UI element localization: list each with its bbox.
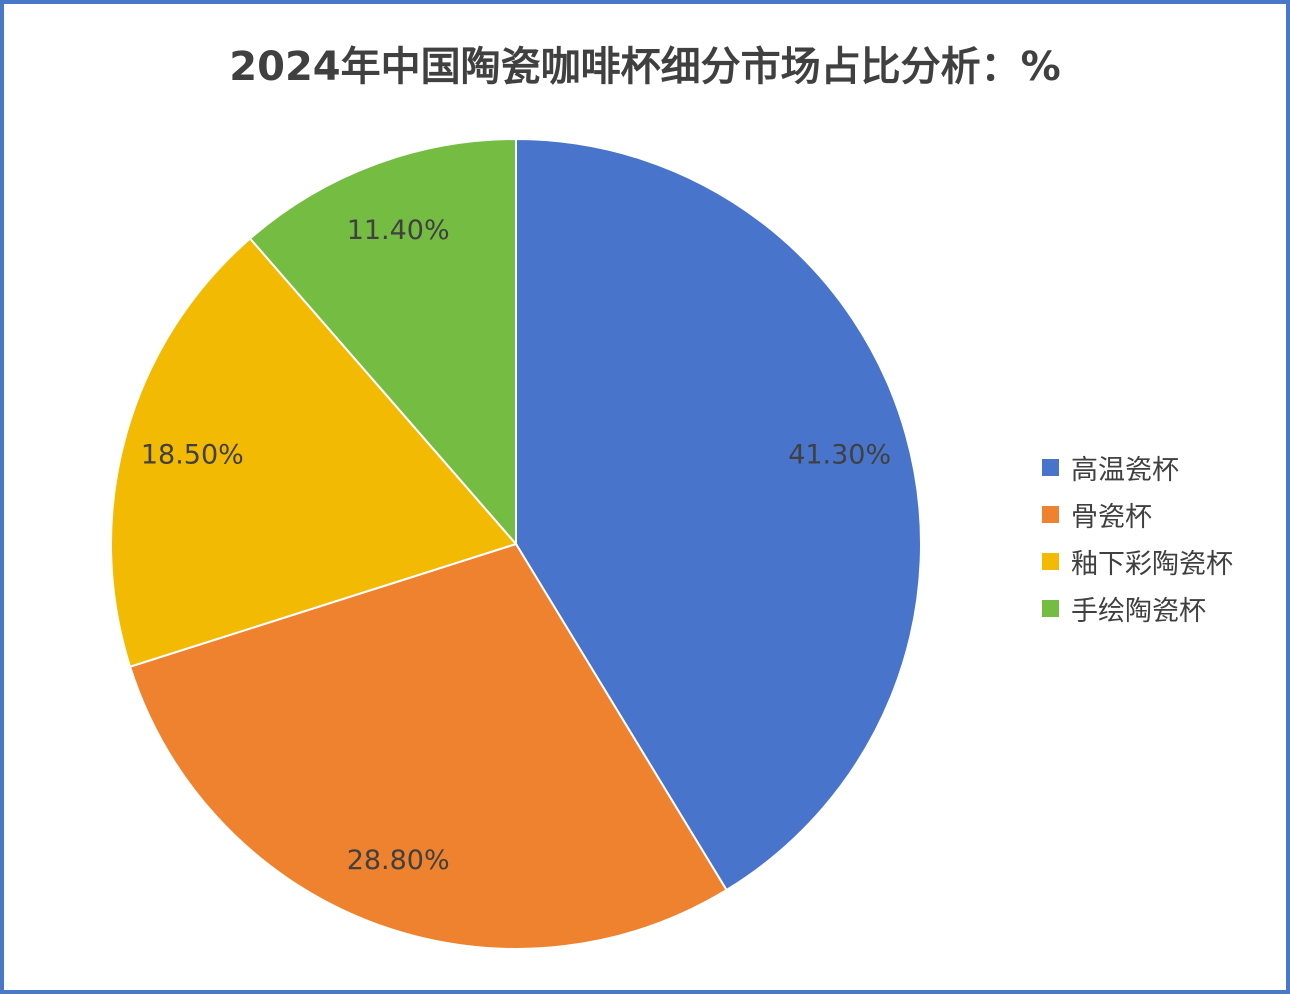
data-label: 28.80% bbox=[347, 845, 450, 876]
pie-slice bbox=[128, 542, 728, 950]
pie-slice bbox=[515, 137, 922, 892]
legend-item: 高温瓷杯 bbox=[1042, 444, 1233, 491]
data-label: 18.50% bbox=[141, 439, 244, 470]
legend-swatch bbox=[1042, 506, 1059, 523]
chart-title: 2024年中国陶瓷咖啡杯细分市场占比分析：% bbox=[229, 44, 1061, 90]
legend-label: 手绘陶瓷杯 bbox=[1071, 596, 1206, 627]
legend-swatch bbox=[1042, 553, 1059, 570]
pie-slice bbox=[110, 237, 518, 668]
legend: 高温瓷杯骨瓷杯釉下彩陶瓷杯 手绘陶瓷杯 bbox=[1042, 444, 1233, 632]
pie-chart: 41.30% 28.80% 18.50% 11.40% bbox=[110, 137, 922, 950]
legend-swatch bbox=[1042, 600, 1059, 617]
data-label: 11.40% bbox=[347, 215, 450, 246]
legend-item: 手绘陶瓷杯 bbox=[1042, 585, 1233, 632]
pie-slice bbox=[248, 137, 517, 547]
legend-item: 骨瓷杯 bbox=[1042, 491, 1233, 538]
legend-label: 骨瓷杯 bbox=[1071, 502, 1152, 533]
legend-swatch bbox=[1042, 459, 1059, 476]
legend-label: 高温瓷杯 bbox=[1071, 455, 1179, 486]
data-label: 41.30% bbox=[788, 439, 891, 470]
legend-label: 釉下彩陶瓷杯 bbox=[1071, 549, 1233, 580]
legend-item: 釉下彩陶瓷杯 bbox=[1042, 538, 1233, 585]
